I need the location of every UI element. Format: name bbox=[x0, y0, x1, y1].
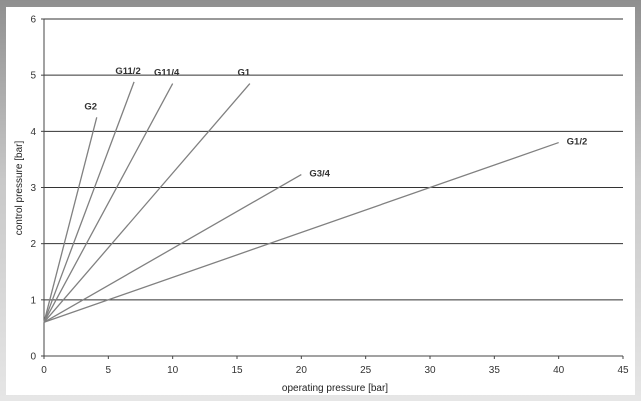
y-tick-label-0: 0 bbox=[30, 352, 36, 363]
chart-panel bbox=[6, 7, 635, 395]
y-axis-title: control pressure [bar] bbox=[14, 141, 25, 236]
y-tick-label-6: 6 bbox=[30, 15, 36, 26]
x-tick-label-35: 35 bbox=[489, 365, 501, 376]
series-label-g1: G1 bbox=[238, 68, 251, 79]
series-label-g11-4: G11/4 bbox=[154, 68, 180, 79]
series bbox=[43, 81, 559, 323]
series-labels: G2 G11/2 G11/4 G1 G3/4 G1/2 bbox=[84, 66, 587, 180]
series-line-g11-4 bbox=[43, 83, 174, 323]
series-line-g11-2 bbox=[43, 81, 135, 323]
y-tick-label-1: 1 bbox=[30, 295, 36, 306]
y-tick-label-4: 4 bbox=[30, 127, 36, 138]
x-tick-label-0: 0 bbox=[41, 365, 47, 376]
series-line-g3-4 bbox=[43, 174, 302, 323]
x-tick-label-20: 20 bbox=[296, 365, 308, 376]
grid bbox=[44, 18, 623, 301]
x-tick-label-5: 5 bbox=[106, 365, 112, 376]
series-label-g3-4: G3/4 bbox=[309, 169, 330, 180]
series-label-g2: G2 bbox=[84, 101, 97, 112]
x-tick-label-10: 10 bbox=[167, 365, 179, 376]
y-tick-label-5: 5 bbox=[30, 71, 36, 82]
x-tick-label-15: 15 bbox=[231, 365, 243, 376]
series-line-g1-2 bbox=[43, 141, 559, 323]
y-tick-label-3: 3 bbox=[30, 183, 36, 194]
series-line-g2 bbox=[43, 117, 98, 323]
x-tick-label-30: 30 bbox=[424, 365, 436, 376]
x-tick-label-40: 40 bbox=[553, 365, 565, 376]
x-tick-label-45: 45 bbox=[617, 365, 629, 376]
x-tick-label-25: 25 bbox=[360, 365, 372, 376]
series-line-g1 bbox=[43, 83, 251, 323]
series-label-g11-2: G11/2 bbox=[115, 66, 140, 77]
y-tick-label-2: 2 bbox=[30, 239, 36, 250]
series-label-g1-2: G1/2 bbox=[567, 137, 588, 148]
x-axis-title: operating pressure [bar] bbox=[282, 383, 388, 394]
